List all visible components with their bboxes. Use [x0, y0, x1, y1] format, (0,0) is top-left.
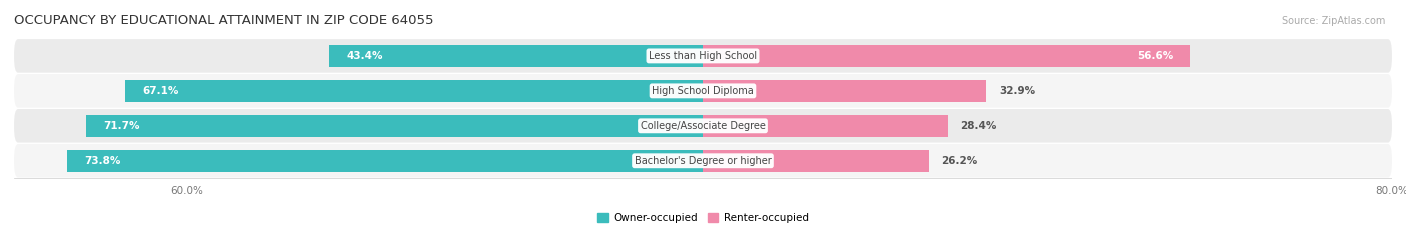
Text: OCCUPANCY BY EDUCATIONAL ATTAINMENT IN ZIP CODE 64055: OCCUPANCY BY EDUCATIONAL ATTAINMENT IN Z…	[14, 14, 433, 27]
Bar	[703, 115, 948, 137]
Text: 43.4%: 43.4%	[346, 51, 382, 61]
Text: Source: ZipAtlas.com: Source: ZipAtlas.com	[1281, 16, 1385, 26]
Text: 28.4%: 28.4%	[960, 121, 997, 131]
Text: High School Diploma: High School Diploma	[652, 86, 754, 96]
Legend: Owner-occupied, Renter-occupied: Owner-occupied, Renter-occupied	[598, 213, 808, 223]
Text: 67.1%: 67.1%	[142, 86, 179, 96]
FancyBboxPatch shape	[14, 74, 1392, 108]
FancyBboxPatch shape	[14, 144, 1392, 178]
Bar	[703, 45, 1191, 67]
Bar	[703, 80, 987, 102]
Text: 56.6%: 56.6%	[1137, 51, 1173, 61]
Text: Less than High School: Less than High School	[650, 51, 756, 61]
Bar	[67, 150, 703, 171]
Text: College/Associate Degree: College/Associate Degree	[641, 121, 765, 131]
FancyBboxPatch shape	[14, 39, 1392, 73]
Bar	[86, 115, 703, 137]
Text: Bachelor's Degree or higher: Bachelor's Degree or higher	[634, 156, 772, 166]
Text: 73.8%: 73.8%	[84, 156, 121, 166]
FancyBboxPatch shape	[14, 109, 1392, 143]
Text: 26.2%: 26.2%	[942, 156, 977, 166]
Text: 71.7%: 71.7%	[103, 121, 139, 131]
Bar	[329, 45, 703, 67]
Bar	[125, 80, 703, 102]
Text: 32.9%: 32.9%	[1000, 86, 1035, 96]
Bar	[703, 150, 928, 171]
